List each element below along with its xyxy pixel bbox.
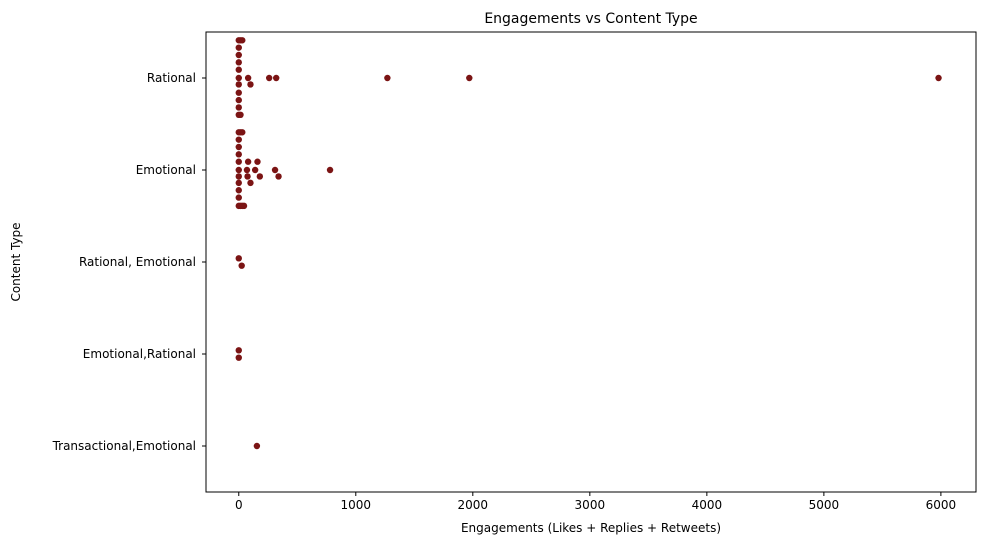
data-point: [235, 74, 242, 82]
x-tick-label: 0: [235, 498, 243, 512]
data-point: [247, 81, 254, 88]
data-point: [244, 173, 251, 180]
x-tick-label: 2000: [458, 498, 489, 512]
data-point: [271, 166, 279, 174]
x-tick-label: 1000: [341, 498, 372, 512]
data-point: [235, 81, 242, 88]
data-point: [239, 129, 246, 136]
data-point: [235, 51, 242, 59]
data-points: [235, 37, 942, 450]
data-point: [326, 166, 334, 174]
y-tick-label: Transactional,Emotional: [52, 439, 196, 453]
data-point: [275, 173, 282, 180]
data-point: [247, 179, 254, 187]
x-axis-ticks: 0 1000 2000 3000 4000 5000 6000: [235, 492, 956, 512]
data-point: [384, 74, 391, 82]
data-point: [244, 74, 252, 82]
data-point: [235, 96, 242, 104]
data-point: [235, 89, 242, 96]
y-tick-label: Rational, Emotional: [79, 255, 196, 269]
data-point: [254, 158, 261, 165]
data-point: [235, 158, 242, 165]
x-tick-label: 5000: [809, 498, 840, 512]
data-point: [235, 347, 242, 354]
data-point: [235, 173, 242, 180]
data-point: [235, 59, 242, 66]
data-point: [235, 66, 242, 73]
x-tick-label: 6000: [926, 498, 957, 512]
data-point: [239, 37, 246, 44]
data-point: [256, 173, 264, 180]
data-point: [935, 74, 942, 82]
data-point: [244, 158, 252, 165]
data-point: [235, 44, 242, 51]
data-point: [240, 202, 248, 210]
data-point: [265, 74, 273, 82]
y-tick-label: Emotional,Rational: [83, 347, 196, 361]
x-tick-label: 3000: [575, 498, 606, 512]
data-point: [235, 166, 242, 174]
y-tick-label: Rational: [147, 71, 196, 85]
x-axis-label: Engagements (Likes + Replies + Retweets): [461, 521, 721, 535]
data-point: [235, 136, 242, 143]
data-point: [243, 166, 251, 174]
data-point: [235, 151, 242, 158]
x-tick-label: 4000: [692, 498, 723, 512]
y-axis-ticks: Rational Emotional Rational, Emotional Emot…: [52, 71, 206, 453]
data-point: [238, 262, 245, 269]
chart-title: Engagements vs Content Type: [484, 11, 697, 27]
y-tick-label: Emotional: [136, 163, 196, 177]
data-point: [235, 194, 242, 201]
y-axis-label: Content Type: [9, 222, 23, 301]
data-point: [235, 354, 242, 361]
plot-area: [205, 31, 977, 493]
data-point: [235, 179, 242, 187]
data-point: [237, 111, 244, 119]
data-point: [251, 166, 259, 174]
data-point: [273, 74, 280, 82]
data-point: [235, 255, 242, 262]
data-point: [253, 442, 261, 450]
data-point: [235, 143, 242, 151]
data-point: [235, 187, 242, 194]
data-point: [235, 104, 242, 111]
data-point: [466, 74, 473, 82]
